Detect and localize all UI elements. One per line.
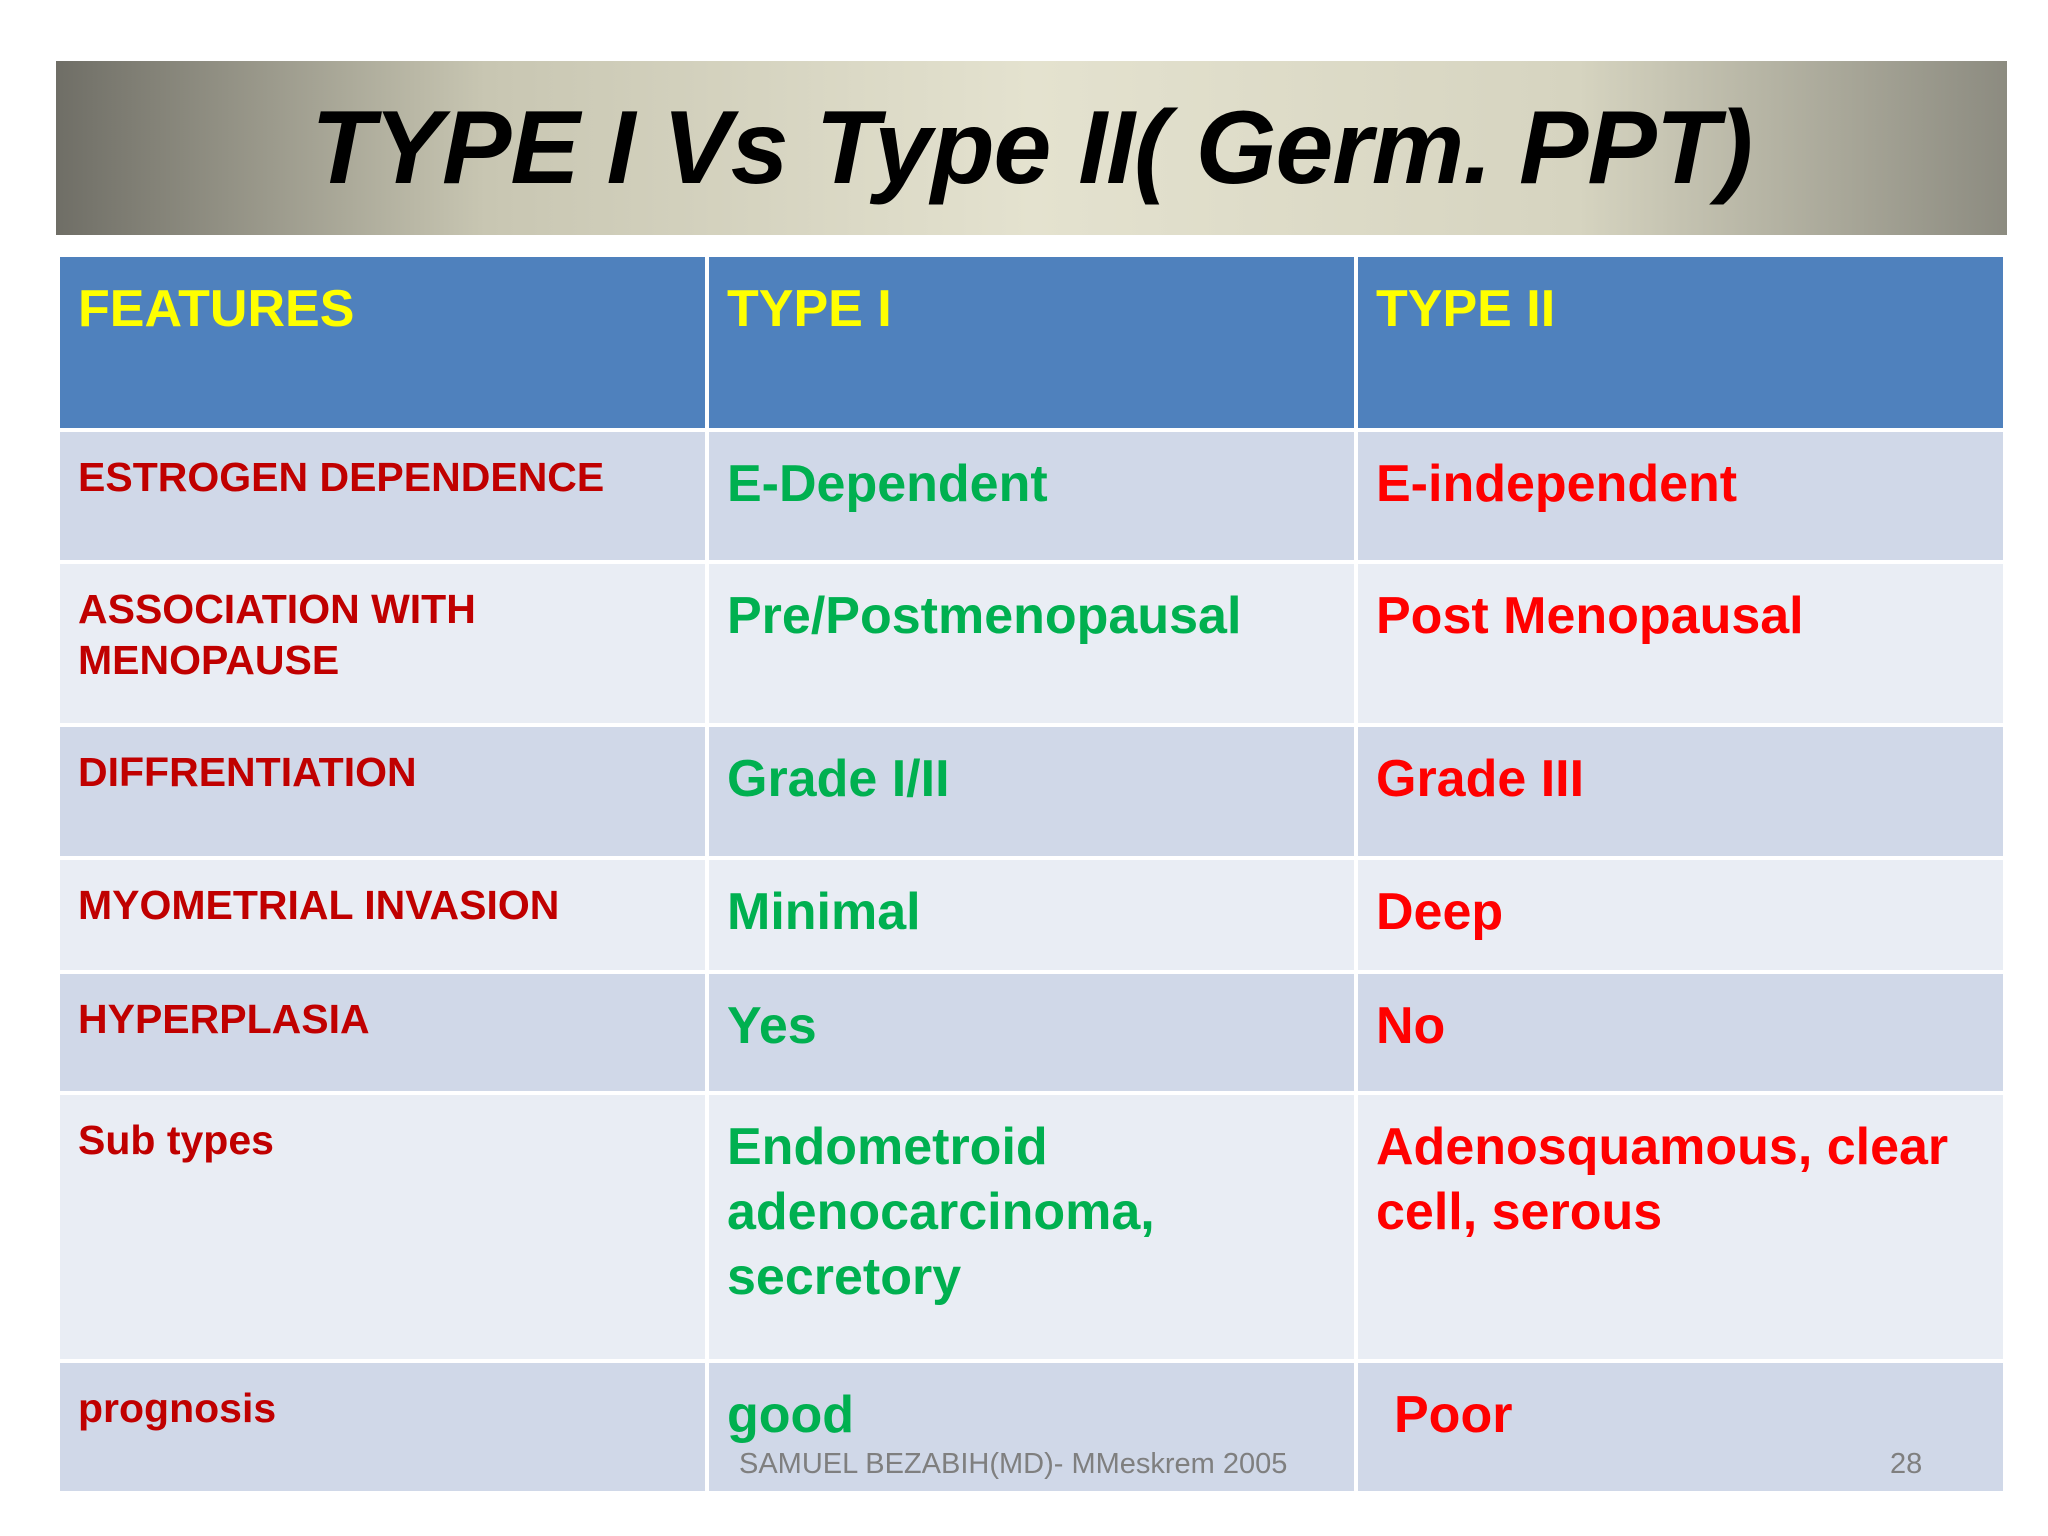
table-cell: E-Dependent: [705, 428, 1358, 564]
table-cell: Post Menopausal: [1354, 560, 2007, 727]
table-cell: good: [705, 1359, 1358, 1495]
footer-author: SAMUEL BEZABIH(MD)- MMeskrem 2005: [739, 1448, 1288, 1480]
table-row: ESTROGEN DEPENDENCE E-Dependent E-independ…: [56, 428, 2007, 564]
header-cell: FEATURES: [56, 253, 709, 432]
header-cell: TYPE I: [705, 253, 1358, 432]
table-row: ASSOCIATION WITH MENOPAUSE Pre/Postmenopa…: [56, 560, 2007, 727]
table-cell: Adenosquamous, clear cell, serous: [1354, 1091, 2007, 1363]
table-row: DIFFRENTIATION Grade I/II Grade III: [56, 723, 2007, 860]
table-cell: No: [1354, 970, 2007, 1095]
table-row: HYPERPLASIA Yes No: [56, 970, 2007, 1095]
table-cell: HYPERPLASIA: [56, 970, 709, 1095]
table-row: Sub types Endometroid adenocarcinoma, sec…: [56, 1091, 2007, 1363]
table-cell: Endometroid adenocarcinoma, secretory: [705, 1091, 1358, 1363]
header-cell: TYPE II: [1354, 253, 2007, 432]
table-cell: DIFFRENTIATION: [56, 723, 709, 860]
comparison-table: FEATURES TYPE I TYPE II ESTROGEN DEPENDENCE…: [56, 253, 2007, 1495]
table-cell: Sub types: [56, 1091, 709, 1363]
table-cell: ESTROGEN DEPENDENCE: [56, 428, 709, 564]
table-cell: MYOMETRIAL INVASION: [56, 856, 709, 974]
table-cell: Minimal: [705, 856, 1358, 974]
table-cell: Deep: [1354, 856, 2007, 974]
table-cell: Yes: [705, 970, 1358, 1095]
table-row: MYOMETRIAL INVASION Minimal Deep: [56, 856, 2007, 974]
table-cell: ASSOCIATION WITH MENOPAUSE: [56, 560, 709, 727]
header-row: FEATURES TYPE I TYPE II: [56, 253, 2007, 432]
table-row: prognosis good Poor: [56, 1359, 2007, 1495]
table-cell: Grade I/II: [705, 723, 1358, 860]
page-number: 28: [1890, 1448, 1923, 1480]
table-cell: prognosis: [56, 1359, 709, 1495]
title-bar: TYPE I Vs Type II( Germ. PPT): [56, 61, 2007, 235]
title: TYPE I Vs Type II( Germ. PPT): [311, 89, 1753, 206]
table-cell: E-independent: [1354, 428, 2007, 564]
table-cell: Grade III: [1354, 723, 2007, 860]
table-cell: Poor: [1354, 1359, 2007, 1495]
table-cell: Pre/Postmenopausal: [705, 560, 1358, 727]
